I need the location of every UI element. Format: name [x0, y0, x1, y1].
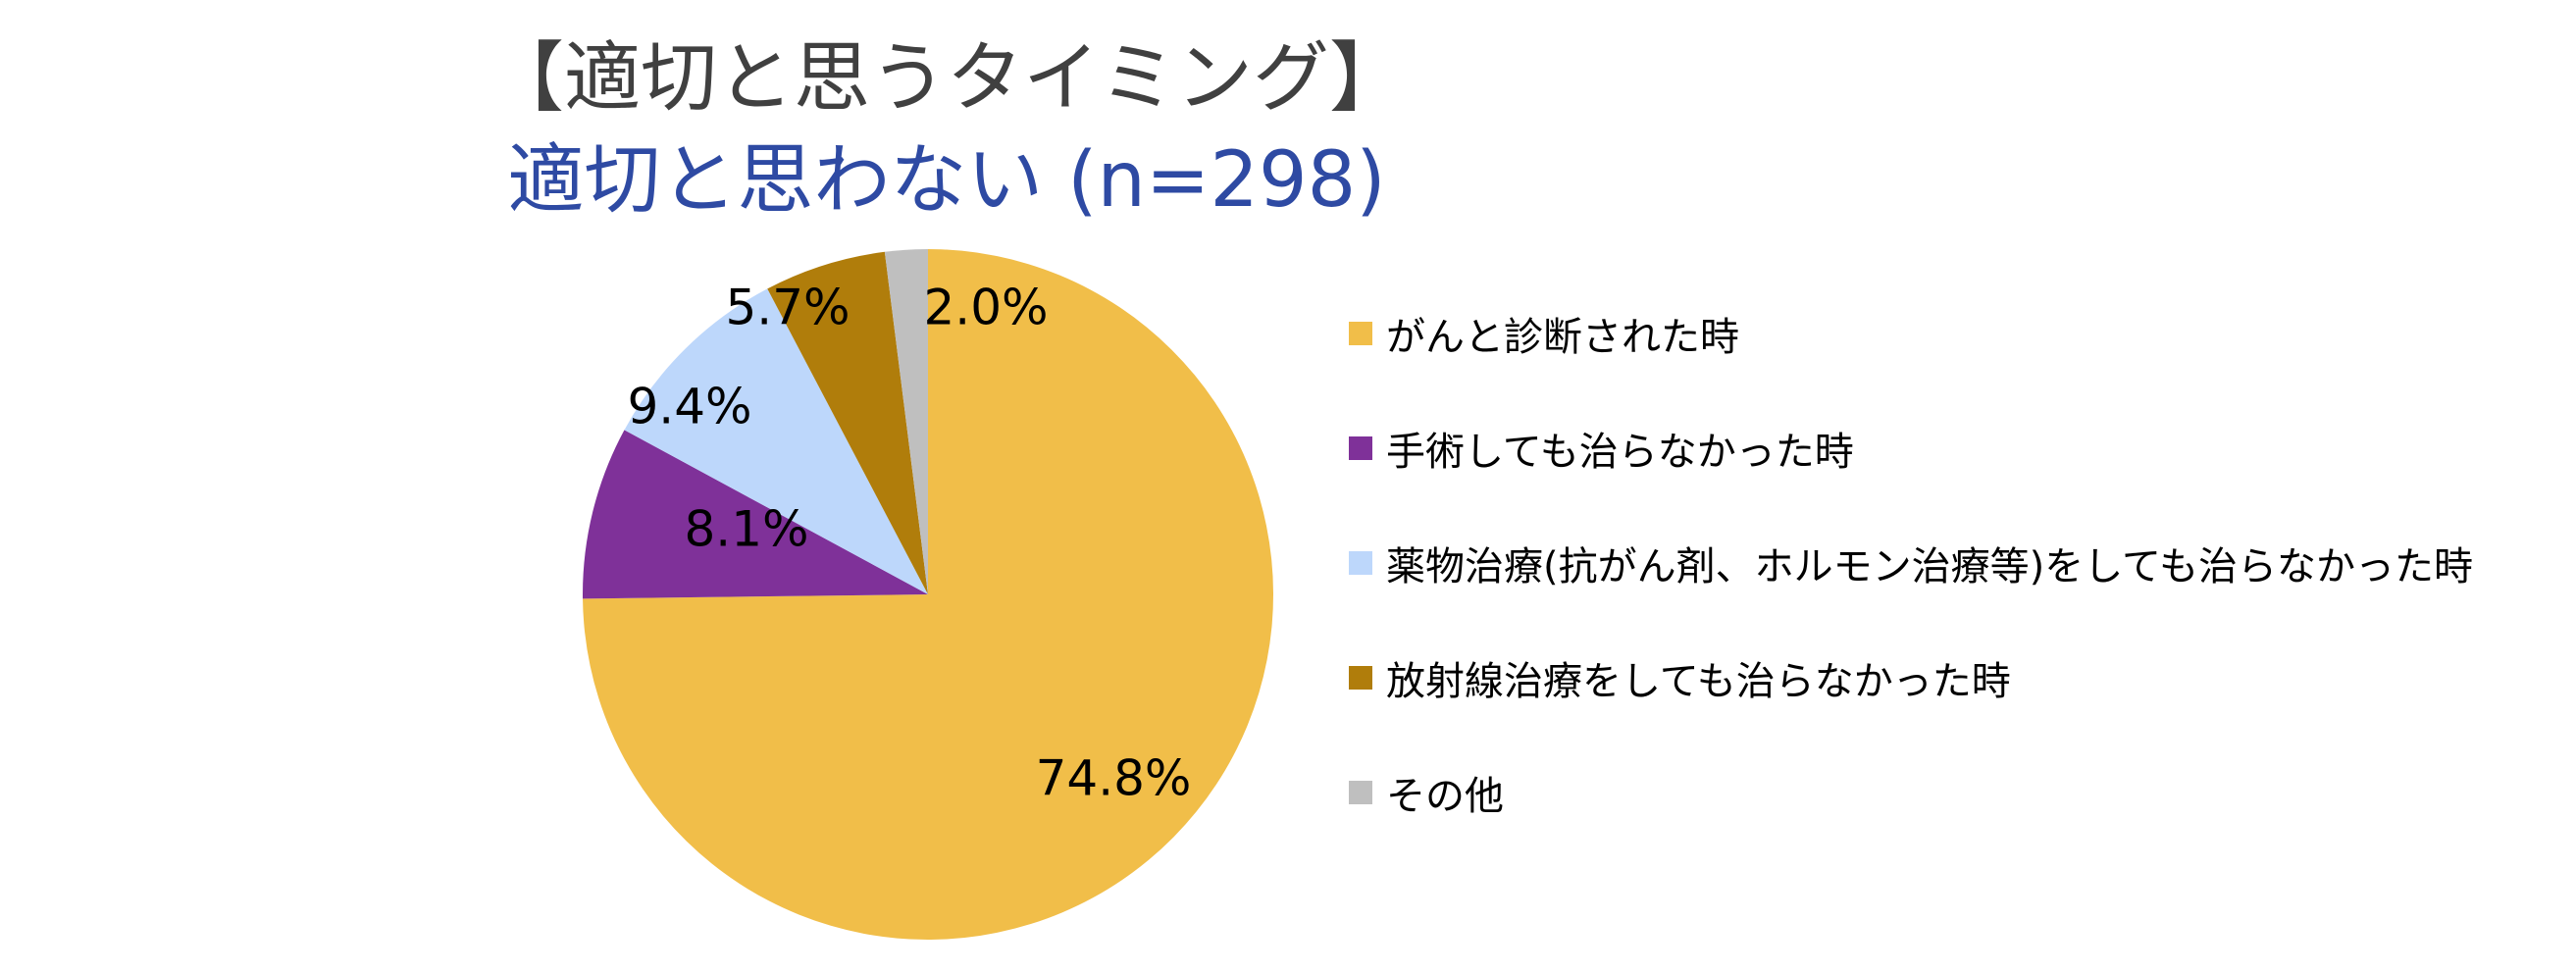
legend-item-drug-therapy: 薬物治療(抗がん剤、ホルモン治療等)をしても治らなかった時	[1349, 543, 2473, 589]
slice-diagnosis	[583, 249, 1274, 940]
legend-item-other: その他	[1349, 773, 2473, 819]
legend-swatch	[1349, 666, 1372, 690]
legend-item-surgery: 手術しても治らなかった時	[1349, 429, 2473, 475]
label-other: 2.0%	[923, 280, 1048, 336]
legend-label: 手術しても治らなかった時	[1386, 430, 1854, 475]
label-radiation: 5.7%	[725, 280, 850, 336]
slice-surgery	[583, 430, 928, 599]
legend-item-radiation: 放射線治療をしても治らなかった時	[1349, 658, 2473, 704]
slice-radiation	[767, 251, 928, 594]
label-drug-therapy: 9.4%	[627, 379, 751, 435]
slice-other	[884, 249, 928, 594]
slice-drug-therapy	[624, 288, 928, 594]
label-diagnosis: 74.8%	[1036, 750, 1192, 807]
legend-swatch	[1349, 781, 1372, 804]
pie-value-labels: 74.8% 8.1% 9.4% 5.7% 2.0%	[627, 280, 1191, 807]
legend-label: その他	[1386, 774, 1504, 819]
legend-swatch	[1349, 322, 1372, 345]
pie-slices	[583, 249, 1274, 940]
legend-swatch	[1349, 436, 1372, 460]
legend-label: 薬物治療(抗がん剤、ホルモン治療等)をしても治らなかった時	[1386, 544, 2474, 589]
chart-title: 【適切と思うタイミング】	[487, 34, 1406, 123]
legend-label: 放射線治療をしても治らなかった時	[1386, 659, 2011, 704]
legend-label: がんと診断された時	[1386, 315, 1739, 360]
legend-swatch	[1349, 551, 1372, 575]
legend-item-diagnosis: がんと診断された時	[1349, 314, 2473, 360]
chart-subtitle: 適切と思わない (n=298)	[507, 136, 1386, 225]
legend: がんと診断された時 手術しても治らなかった時 薬物治療(抗がん剤、ホルモン治療等…	[1349, 314, 2473, 888]
label-surgery: 8.1%	[684, 501, 808, 558]
